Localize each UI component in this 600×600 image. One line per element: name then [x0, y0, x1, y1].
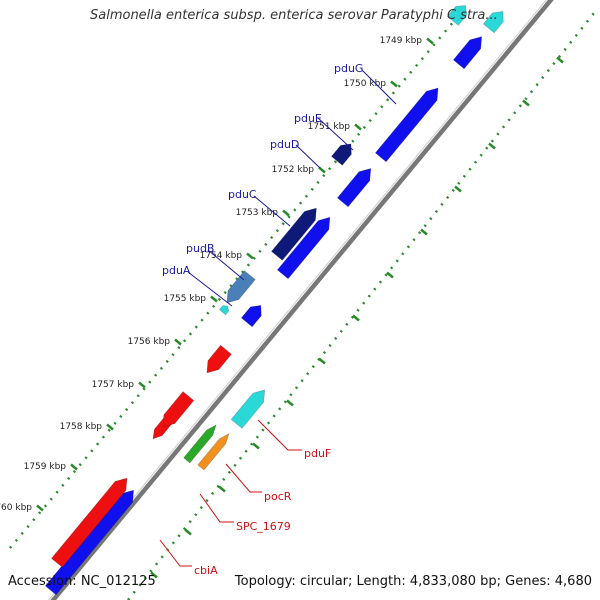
inner-dotted-line: [127, 7, 599, 600]
kbp-label: 1753 kbp: [236, 208, 279, 218]
leader-line: [295, 144, 321, 169]
kbp-label: 1749 kbp: [380, 36, 423, 46]
tick-marks: [36, 37, 564, 579]
gene-navy-feature: [331, 143, 352, 166]
gene-red-feature: [51, 477, 128, 568]
gene-red-feature: [162, 391, 195, 428]
label-leader-lines: [159, 69, 397, 567]
kbp-label: 1757 kbp: [92, 380, 135, 390]
gene-features: [44, 5, 504, 596]
gene-blue-feature: [452, 36, 483, 70]
gene-labels: pduG pduE pduD pduC pudB pduA pduF pocR SPC_1679…: [162, 62, 363, 577]
tick-mark: [138, 381, 146, 389]
tick-mark: [210, 295, 218, 303]
leader-line: [187, 271, 233, 307]
leader-line: [257, 419, 302, 451]
leader-line: [253, 195, 291, 227]
gene-label-cbiA[interactable]: cbiA: [194, 564, 218, 577]
gene-label-pduG[interactable]: pduG: [334, 62, 363, 75]
tick-mark: [354, 123, 362, 131]
gene-label-pduC[interactable]: pduC: [228, 188, 257, 201]
tick-mark: [318, 357, 326, 365]
tick-mark: [286, 399, 294, 407]
tick-mark: [454, 185, 462, 193]
outer-dotted-line: [9, 7, 466, 549]
gene-label-SPC_1679[interactable]: SPC_1679: [236, 520, 291, 533]
kbp-label: 1750 kbp: [344, 79, 387, 89]
tick-mark: [174, 338, 182, 346]
tick-mark: [218, 485, 226, 493]
leader-line: [317, 117, 354, 151]
gene-green-feature: [183, 424, 217, 464]
gene-cyan-feature: [218, 305, 230, 316]
organism-title: Salmonella enterica subsp. enterica sero…: [90, 8, 498, 23]
tick-mark: [318, 166, 326, 174]
tick-mark: [70, 463, 78, 471]
gene-cyan-feature: [230, 389, 266, 429]
leader-line: [361, 69, 397, 105]
tick-mark: [150, 571, 158, 579]
kbp-label: 1754 kbp: [200, 251, 243, 261]
gene-steel-feature: [226, 270, 256, 304]
gene-blue-feature: [374, 87, 439, 163]
kbp-label: 1758 kbp: [60, 422, 103, 432]
gene-navy-feature: [271, 207, 317, 261]
tick-mark: [556, 56, 564, 64]
genome-summary-text: Topology: circular; Length: 4,833,080 bp…: [234, 574, 592, 589]
gene-blue-feature: [482, 11, 504, 34]
tick-mark: [106, 423, 114, 431]
leader-line: [207, 249, 245, 281]
kbp-label: 1755 kbp: [164, 294, 207, 304]
gene-label-pduD[interactable]: pduD: [270, 138, 299, 151]
kbp-label: 1756 kbp: [128, 337, 171, 347]
kbp-labels: 1749 kbp 1750 kbp 1751 kbp 1752 kbp 1753 kbp…: [0, 36, 422, 513]
gene-blue-feature: [240, 305, 262, 328]
tick-mark: [488, 142, 496, 150]
gene-label-pudB[interactable]: pudB: [186, 242, 214, 255]
tick-mark: [390, 80, 398, 88]
kbp-label: 1752 kbp: [272, 165, 315, 175]
kbp-label: 1760 kbp: [0, 503, 32, 513]
leader-line: [199, 493, 234, 523]
leader-line: [225, 463, 262, 493]
kbp-label: 1759 kbp: [24, 462, 67, 472]
dotted-guide-lines: [9, 7, 599, 600]
gene-blue-feature: [276, 216, 331, 280]
tick-mark: [426, 37, 434, 45]
tick-mark: [386, 271, 394, 279]
genome-backbone: [50, 0, 554, 600]
gene-label-pduE[interactable]: pduE: [294, 112, 322, 125]
leader-line: [159, 539, 192, 567]
tick-mark: [246, 252, 254, 260]
gene-label-pduF[interactable]: pduF: [304, 447, 331, 460]
tick-mark: [282, 209, 290, 217]
tick-mark: [36, 504, 44, 512]
kbp-label: 1751 kbp: [308, 122, 351, 132]
tick-mark: [184, 528, 192, 536]
tick-mark: [420, 228, 428, 236]
gene-orange-feature: [197, 432, 230, 471]
gene-cyan-feature: [447, 5, 467, 26]
gene-red-feature: [206, 344, 232, 374]
gene-label-pduA[interactable]: pduA: [162, 264, 191, 277]
gene-blue-feature: [336, 168, 372, 208]
tick-mark: [252, 442, 260, 450]
tick-mark: [352, 314, 360, 322]
tick-mark: [522, 99, 530, 107]
gene-label-pocR[interactable]: pocR: [264, 490, 292, 503]
accession-text: Accession: NC_012125: [8, 574, 156, 589]
